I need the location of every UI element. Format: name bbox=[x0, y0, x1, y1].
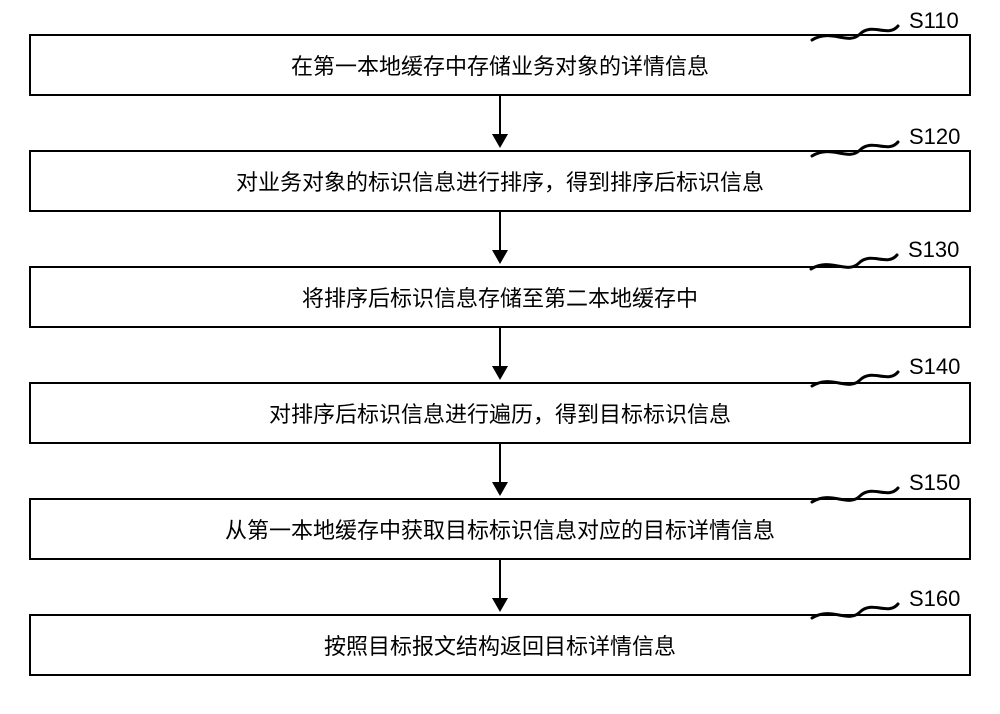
step-label-s140: S140 bbox=[909, 354, 960, 380]
pointer-squiggle bbox=[810, 20, 900, 44]
step-text: 按照目标报文结构返回目标详情信息 bbox=[324, 629, 676, 661]
step-text: 在第一本地缓存中存储业务对象的详情信息 bbox=[291, 49, 709, 81]
arrow-head-icon bbox=[492, 366, 508, 380]
arrow-line bbox=[499, 212, 501, 251]
pointer-squiggle bbox=[810, 366, 900, 390]
pointer-squiggle bbox=[809, 249, 899, 273]
step-box-s130: 将排序后标识信息存储至第二本地缓存中 bbox=[29, 266, 971, 328]
arrow-head-icon bbox=[492, 134, 508, 148]
step-label-s150: S150 bbox=[909, 470, 960, 496]
step-box-s150: 从第一本地缓存中获取目标标识信息对应的目标详情信息 bbox=[29, 498, 971, 560]
arrow-head-icon bbox=[492, 482, 508, 496]
step-text: 从第一本地缓存中获取目标标识信息对应的目标详情信息 bbox=[225, 513, 775, 545]
step-label-s130: S130 bbox=[908, 237, 959, 263]
step-box-s140: 对排序后标识信息进行遍历，得到目标标识信息 bbox=[29, 382, 971, 444]
step-label-s110: S110 bbox=[909, 8, 959, 34]
pointer-squiggle bbox=[810, 136, 900, 160]
arrow-line bbox=[499, 444, 501, 483]
step-text: 对排序后标识信息进行遍历，得到目标标识信息 bbox=[269, 397, 731, 429]
pointer-squiggle bbox=[810, 482, 900, 506]
arrow-line bbox=[499, 560, 501, 599]
flowchart-canvas: 在第一本地缓存中存储业务对象的详情信息 S110 对业务对象的标识信息进行排序，得到… bbox=[0, 0, 1000, 714]
arrow-line bbox=[499, 328, 501, 367]
pointer-squiggle bbox=[810, 598, 900, 622]
arrow-head-icon bbox=[492, 598, 508, 612]
step-text: 将排序后标识信息存储至第二本地缓存中 bbox=[302, 281, 698, 313]
arrow-head-icon bbox=[492, 250, 508, 264]
step-box-s160: 按照目标报文结构返回目标详情信息 bbox=[29, 614, 971, 676]
arrow-line bbox=[499, 96, 501, 135]
step-text: 对业务对象的标识信息进行排序，得到排序后标识信息 bbox=[236, 165, 764, 197]
step-label-s160: S160 bbox=[909, 586, 960, 612]
step-label-s120: S120 bbox=[909, 124, 960, 150]
